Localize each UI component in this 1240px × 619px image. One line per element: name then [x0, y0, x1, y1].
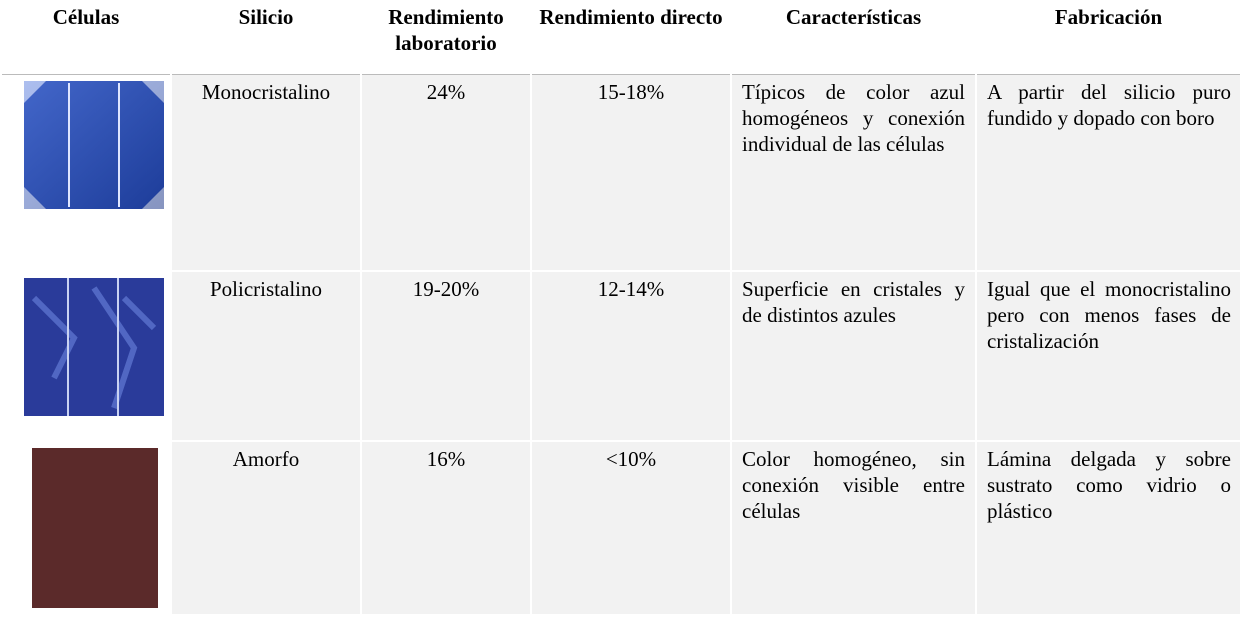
table-body: Monocristalino 24% 15-18% Típicos de color … — [0, 74, 1240, 616]
table-cell: Color homogéneo, sin conexión visible en… — [730, 440, 976, 616]
table-cell: Policristalino — [170, 270, 361, 442]
column-header: Fabricación — [976, 0, 1240, 75]
table-cell: Lámina delgada y sobre sustrato como vid… — [975, 440, 1240, 616]
table-cell: 15-18% — [530, 74, 731, 272]
cell-image — [0, 440, 171, 616]
table-cell: Igual que el monocristalino pero con men… — [975, 270, 1240, 442]
table-cell: 12-14% — [530, 270, 731, 442]
column-header: Rendimiento directo — [531, 0, 731, 75]
cell-photo — [24, 277, 170, 422]
cell-photo — [24, 81, 170, 215]
table-cell: 24% — [360, 74, 531, 272]
table-cell: Superficie en cristales y de distintos a… — [730, 270, 976, 442]
column-header: Rendimiento laboratorio — [361, 0, 531, 75]
column-header: Silicio — [171, 0, 361, 75]
table-cell: Típicos de color azul homogéneos y conex… — [730, 74, 976, 272]
table-row: Policristalino 19-20% 12-14% Superficie en … — [0, 270, 1240, 442]
table-row: Monocristalino 24% 15-18% Típicos de color … — [0, 74, 1240, 272]
header-row: Células Silicio Rendimiento laboratorio Ren… — [1, 0, 1240, 75]
column-header: Características — [731, 0, 976, 75]
cell-photo — [24, 447, 170, 614]
column-header: Células — [1, 0, 171, 75]
table-cell: 16% — [360, 440, 531, 616]
cell-image — [0, 270, 171, 442]
table-cell: <10% — [530, 440, 731, 616]
table-cell: Amorfo — [170, 440, 361, 616]
table-row: Amorfo 16% <10% Color homogéneo, sin conexi… — [0, 440, 1240, 616]
cell-image — [0, 74, 171, 272]
table-cell: 19-20% — [360, 270, 531, 442]
table-cell: A partir del silicio puro fundido y dopa… — [975, 74, 1240, 272]
table-cell: Monocristalino — [170, 74, 361, 272]
